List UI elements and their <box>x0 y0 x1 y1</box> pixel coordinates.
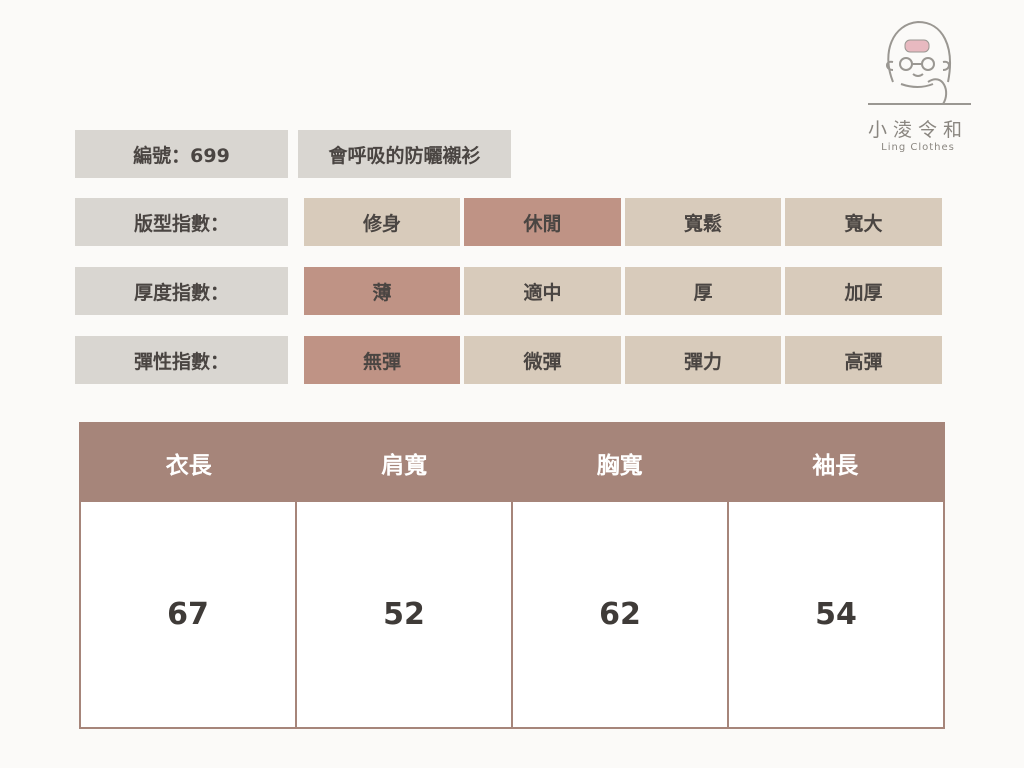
girl-illustration-icon <box>868 20 971 105</box>
index-option: 寬鬆 <box>625 198 781 246</box>
index-option: 微彈 <box>464 336 621 384</box>
value-sleeve: 54 <box>727 502 943 727</box>
index-option: 寬大 <box>785 198 942 246</box>
index-option: 加厚 <box>785 267 942 315</box>
brand-logo: 小淩令和 Ling Clothes <box>858 12 978 153</box>
header-chest: 胸寬 <box>596 453 643 479</box>
header-sleeve: 袖長 <box>812 453 859 479</box>
value-chest: 62 <box>511 502 727 727</box>
brand-name-en: Ling Clothes <box>881 142 955 153</box>
header-shoulder: 肩寬 <box>381 453 428 479</box>
index-label: 彈性指數： <box>75 336 288 384</box>
size-table-header: 衣長 肩寬 胸寬 袖長 <box>81 424 943 502</box>
index-option-selected: 休閒 <box>464 198 621 246</box>
product-id: 編號：699 <box>75 130 288 178</box>
index-option: 適中 <box>464 267 621 315</box>
index-option: 高彈 <box>785 336 942 384</box>
product-name: 會呼吸的防曬襯衫 <box>298 130 511 178</box>
index-option: 修身 <box>304 198 460 246</box>
index-label: 版型指數： <box>75 198 288 246</box>
value-shoulder: 52 <box>295 502 511 727</box>
value-length: 67 <box>167 597 209 632</box>
index-option-selected: 薄 <box>304 267 460 315</box>
index-option: 彈力 <box>625 336 781 384</box>
header-length: 衣長 <box>165 453 212 479</box>
index-option-selected: 無彈 <box>304 336 460 384</box>
index-option: 厚 <box>625 267 781 315</box>
brand-name-cn: 小淩令和 <box>867 119 968 141</box>
size-table: 衣長 肩寬 胸寬 袖長 67 52 62 54 <box>79 422 945 729</box>
size-table-row: 67 52 62 54 <box>81 502 943 727</box>
index-label: 厚度指數： <box>75 267 288 315</box>
